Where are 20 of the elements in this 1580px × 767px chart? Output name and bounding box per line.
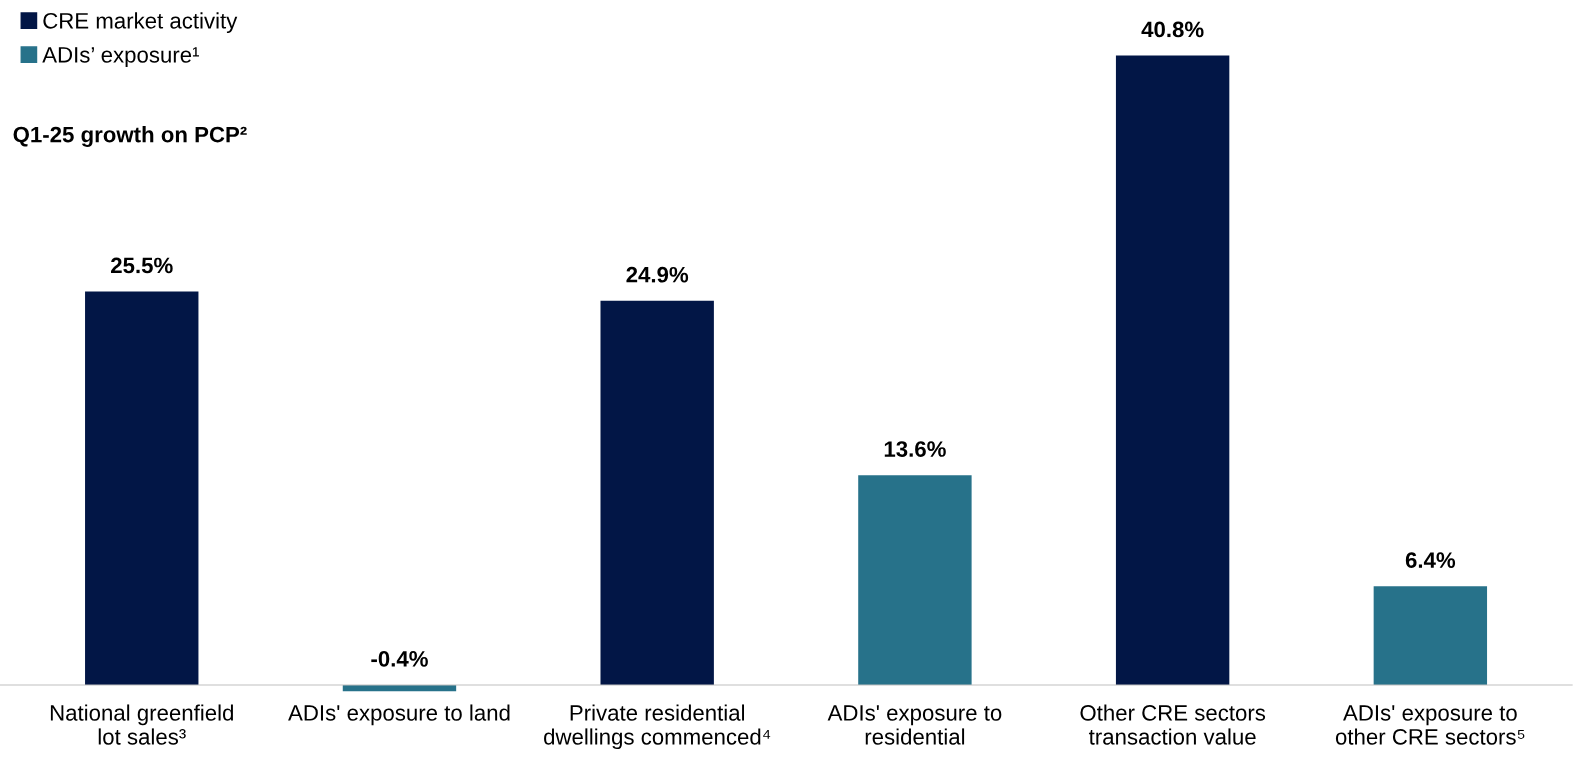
data-label: 6.4% — [1405, 552, 1456, 568]
x-tick-label: ADIs' exposure to residential — [827, 705, 1002, 745]
x-tick-label: ADIs' exposure to other CRE sectors⁵ — [1335, 705, 1525, 745]
legend-label: ADIs’ exposure¹ — [42, 47, 199, 68]
x-tick-label: Private residential dwellings commenced⁴ — [544, 704, 771, 750]
data-label: -0.4% — [371, 650, 428, 667]
x-tick-label: Other CRE sectors transaction value — [1080, 704, 1266, 745]
data-label: 24.9% — [626, 266, 689, 283]
x-tick-label: ADIs' exposure to land — [288, 704, 510, 726]
data-label: 40.8% — [1141, 21, 1204, 38]
bar — [600, 300, 714, 685]
text: Q1-25 growth on PCP² — [13, 126, 247, 147]
data-label: 25.5% — [111, 257, 173, 274]
legend-label: CRE market activity — [43, 12, 238, 34]
bar — [858, 475, 972, 685]
bar — [85, 291, 199, 685]
data-label: 13.6% — [884, 441, 946, 457]
x-tick-label: National greenfield lot sales³ — [50, 704, 233, 745]
bar — [1115, 55, 1230, 685]
bar — [1373, 586, 1488, 685]
